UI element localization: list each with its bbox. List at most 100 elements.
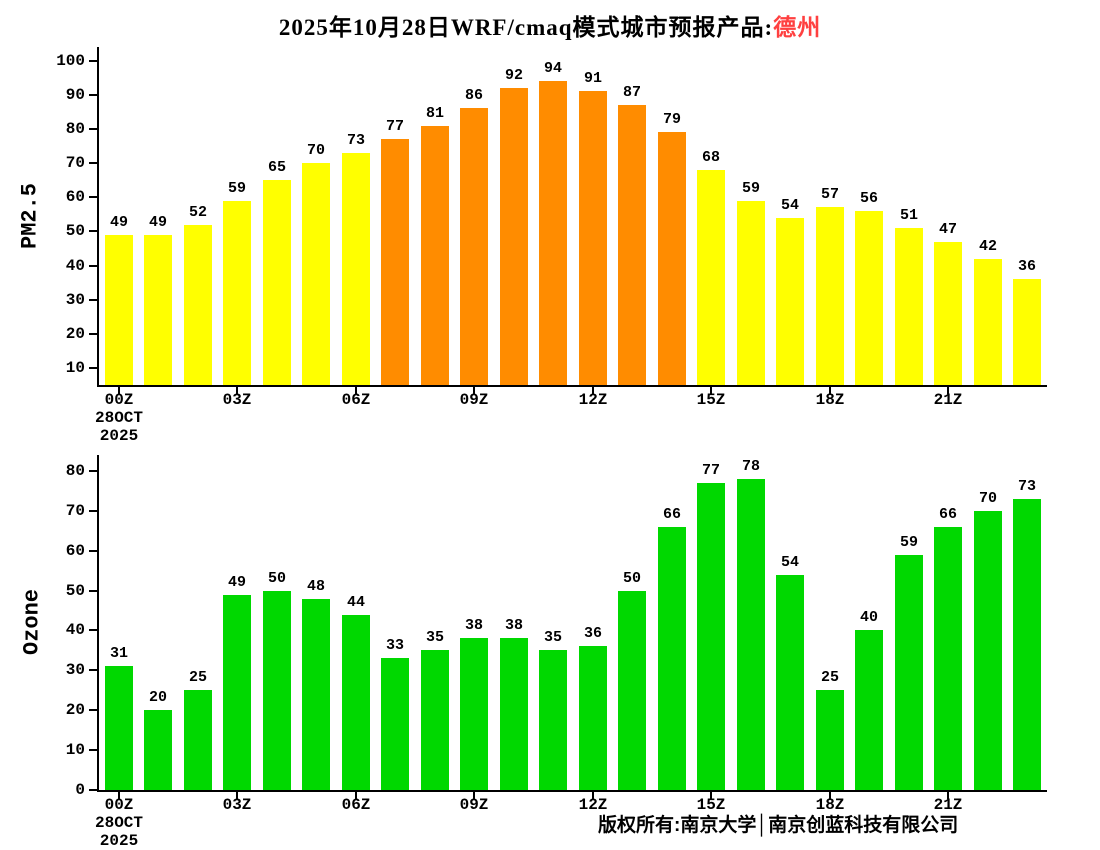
bar-value-label: 54 bbox=[780, 554, 799, 571]
bar-value-label: 36 bbox=[583, 625, 602, 642]
bar-value-label: 81 bbox=[425, 105, 444, 122]
y-tick-label: 10 bbox=[65, 358, 85, 377]
x-tick-label: 15Z bbox=[696, 796, 726, 814]
x-tick-label: 18Z bbox=[815, 391, 845, 409]
bar-value-label: 33 bbox=[385, 637, 404, 654]
bar bbox=[500, 638, 528, 790]
bar bbox=[618, 105, 646, 385]
x-tick bbox=[947, 387, 949, 394]
bar-value-label: 50 bbox=[622, 570, 641, 587]
y-tick bbox=[89, 629, 97, 632]
x-date-label: 28OCT bbox=[94, 814, 143, 832]
y-tick-label: 20 bbox=[65, 324, 85, 343]
bar bbox=[658, 132, 686, 385]
page-title: 2025年10月28日WRF/cmaq模式城市预报产品:德州 bbox=[0, 8, 1100, 42]
y-tick bbox=[89, 509, 97, 512]
x-tick bbox=[118, 792, 120, 799]
x-date-label: 28OCT bbox=[94, 409, 143, 427]
bar-value-label: 66 bbox=[938, 506, 957, 523]
bar-value-label: 35 bbox=[543, 629, 562, 646]
bar-value-label: 59 bbox=[899, 534, 918, 551]
bar-value-label: 36 bbox=[1017, 258, 1036, 275]
y-tick-label: 50 bbox=[65, 222, 85, 241]
y-tick bbox=[89, 162, 97, 165]
bar bbox=[460, 108, 488, 385]
y-tick-label: 10 bbox=[65, 741, 85, 760]
bar-value-label: 65 bbox=[267, 159, 286, 176]
x-tick bbox=[236, 792, 238, 799]
y-tick-label: 70 bbox=[65, 154, 85, 173]
bar bbox=[539, 650, 567, 790]
bar bbox=[302, 163, 330, 385]
y-tick bbox=[89, 366, 97, 369]
bar-value-label: 38 bbox=[464, 617, 483, 634]
y-tick-label: 40 bbox=[65, 256, 85, 275]
x-date-label: 2025 bbox=[99, 832, 139, 850]
x-tick bbox=[710, 792, 712, 799]
y-tick-label: 60 bbox=[65, 188, 85, 207]
x-tick bbox=[829, 792, 831, 799]
bar bbox=[895, 228, 923, 385]
bar bbox=[618, 591, 646, 790]
bar bbox=[342, 615, 370, 790]
y-tick bbox=[89, 749, 97, 752]
bar-value-label: 49 bbox=[227, 574, 246, 591]
bar-value-label: 70 bbox=[978, 490, 997, 507]
x-tick-label: 18Z bbox=[815, 796, 845, 814]
page-title-text: 2025年10月28日WRF/cmaq模式城市预报产品: bbox=[278, 15, 774, 40]
y-tick bbox=[89, 469, 97, 472]
y-tick bbox=[89, 127, 97, 130]
bar-value-label: 73 bbox=[1017, 478, 1036, 495]
y-tick-label: 30 bbox=[65, 661, 85, 680]
bar-value-label: 40 bbox=[859, 609, 878, 626]
bar-value-label: 59 bbox=[741, 180, 760, 197]
y-tick-label: 80 bbox=[65, 461, 85, 480]
x-tick-label: 03Z bbox=[222, 391, 252, 409]
bar-value-label: 49 bbox=[109, 214, 128, 231]
y-tick-label: 100 bbox=[56, 51, 85, 70]
y-tick-label: 60 bbox=[65, 541, 85, 560]
y-tick bbox=[89, 709, 97, 712]
bar-value-label: 44 bbox=[346, 594, 365, 611]
y-tick bbox=[89, 789, 97, 791]
bar-value-label: 52 bbox=[188, 204, 207, 221]
x-tick bbox=[355, 387, 357, 394]
bar-value-label: 77 bbox=[701, 462, 720, 479]
x-tick-label: 09Z bbox=[459, 796, 489, 814]
x-tick bbox=[592, 387, 594, 394]
bar bbox=[895, 555, 923, 790]
bar bbox=[934, 527, 962, 790]
y-tick-label: 0 bbox=[75, 781, 85, 799]
bar bbox=[934, 242, 962, 385]
bar bbox=[697, 483, 725, 790]
x-tick bbox=[710, 387, 712, 394]
bar bbox=[342, 153, 370, 385]
bar bbox=[460, 638, 488, 790]
x-date-label: 2025 bbox=[99, 427, 139, 445]
x-tick-label: 00Z bbox=[104, 391, 134, 409]
bar-value-label: 68 bbox=[701, 149, 720, 166]
x-tick bbox=[473, 387, 475, 394]
bar bbox=[105, 235, 133, 385]
bar bbox=[144, 235, 172, 385]
bar bbox=[974, 511, 1002, 790]
copyright-text: 版权所有:南京大学│南京创蓝科技有限公司 bbox=[598, 815, 959, 836]
y-tick bbox=[89, 59, 97, 62]
bar bbox=[697, 170, 725, 385]
y-tick-label: 90 bbox=[65, 85, 85, 104]
bar bbox=[381, 139, 409, 385]
bar-value-label: 42 bbox=[978, 238, 997, 255]
x-tick bbox=[473, 792, 475, 799]
bar bbox=[421, 126, 449, 385]
bar bbox=[776, 218, 804, 385]
y-tick bbox=[89, 298, 97, 301]
bar bbox=[737, 479, 765, 790]
x-tick-label: 00Z bbox=[104, 796, 134, 814]
bar bbox=[816, 690, 844, 790]
bar-value-label: 51 bbox=[899, 207, 918, 224]
bar bbox=[223, 201, 251, 385]
bar-value-label: 35 bbox=[425, 629, 444, 646]
bar-value-label: 47 bbox=[938, 221, 957, 238]
bar-value-label: 48 bbox=[306, 578, 325, 595]
